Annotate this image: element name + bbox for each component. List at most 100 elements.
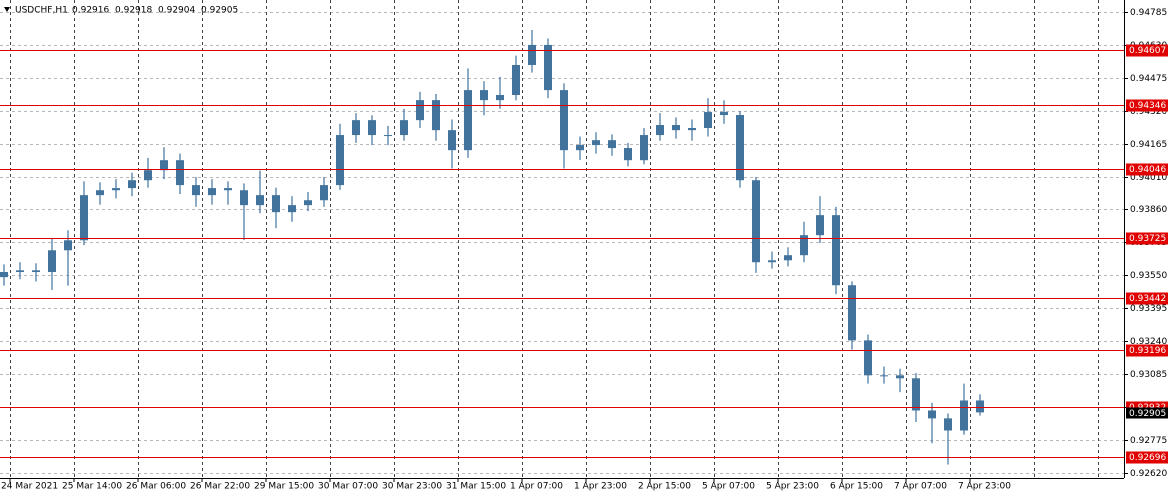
x-tick-label: 30 Mar 07:00 [318, 482, 378, 492]
y-tick-label: 0.94010 [1130, 173, 1167, 183]
candle-body [528, 44, 536, 65]
y-tick-label: 0.94320 [1130, 107, 1167, 117]
level-label-box [1126, 232, 1168, 245]
ohlc-value: 0.92916 [72, 6, 109, 16]
candle-body [480, 90, 488, 101]
y-tick-label: 0.93085 [1130, 370, 1167, 380]
candle-body [112, 188, 120, 191]
y-tick-label: 0.94785 [1130, 8, 1167, 18]
x-tick-label: 25 Mar 14:00 [62, 482, 122, 492]
candle-body [976, 400, 984, 413]
level-label: 0.93725 [1129, 234, 1166, 244]
menu-arrow[interactable] [4, 7, 10, 12]
candle-body [960, 400, 968, 431]
candle-body [720, 112, 728, 116]
candle-body [608, 140, 616, 149]
candle-body [80, 195, 88, 241]
candle-body [912, 378, 920, 411]
candle-body [320, 185, 328, 201]
candle-body [656, 125, 664, 136]
candle-body [672, 125, 680, 131]
x-tick-label: 2 Apr 15:00 [638, 482, 691, 492]
candle-body [896, 375, 904, 379]
candle-body [704, 112, 712, 129]
last-price-label: 0.92905 [1129, 409, 1166, 419]
candle-body [144, 170, 152, 181]
candle-body [464, 90, 472, 151]
level-label-box [1126, 451, 1168, 464]
candle-body [752, 180, 760, 263]
candle-body [944, 418, 952, 431]
level-label-box [1126, 163, 1168, 176]
candle-body [16, 270, 24, 273]
candle-body [176, 160, 184, 186]
candle-body [208, 188, 216, 196]
ohlc-value: 0.92905 [201, 6, 238, 16]
candle-body [784, 255, 792, 261]
candle-body [928, 410, 936, 419]
candle-body [64, 240, 72, 251]
candle-body [400, 120, 408, 136]
candle-body [272, 195, 280, 213]
candle-body [624, 148, 632, 161]
level-label-box [1126, 44, 1168, 57]
level-label: 0.94346 [1129, 101, 1166, 111]
candle-body [496, 95, 504, 101]
y-tick-label: 0.92775 [1130, 436, 1167, 446]
candle-body [736, 115, 744, 181]
level-label: 0.93196 [1129, 346, 1166, 356]
candle-body [816, 215, 824, 236]
level-label: 0.93442 [1129, 294, 1166, 304]
candle-body [384, 135, 392, 137]
candle-body [128, 180, 136, 189]
y-tick-label: 0.94475 [1130, 74, 1167, 84]
candle-body [560, 90, 568, 151]
x-tick-label: 1 Apr 23:00 [574, 482, 627, 492]
y-tick-label: 0.93860 [1130, 205, 1167, 215]
candle-body [416, 100, 424, 121]
candle-body [352, 120, 360, 136]
x-tick-label: 31 Mar 15:00 [446, 482, 506, 492]
candle-body [432, 100, 440, 131]
y-tick-label: 0.94165 [1130, 140, 1167, 150]
ohlc-value: 0.92904 [158, 6, 195, 16]
candle-body [768, 260, 776, 263]
y-tick-label: 0.93395 [1130, 304, 1167, 314]
level-label: 0.92696 [1129, 453, 1166, 463]
level-label-box [1126, 344, 1168, 357]
x-tick-label: 5 Apr 07:00 [702, 482, 755, 492]
x-tick-label: 29 Mar 15:00 [254, 482, 314, 492]
candle-body [544, 44, 552, 91]
header: USDCHF,H1 0.92916 0.92918 0.92904 0.92905 [15, 6, 238, 16]
candle-body [688, 128, 696, 131]
plot-layer [0, 30, 1124, 465]
candle-body [240, 190, 248, 206]
x-tick-label: 5 Apr 23:00 [766, 482, 819, 492]
candle-body [592, 140, 600, 146]
axis-layer: 0.947850.946300.944750.943200.941650.940… [1, 8, 1168, 492]
candle-body [224, 188, 232, 191]
y-tick-label: 0.93550 [1130, 271, 1167, 281]
candle-body [864, 340, 872, 376]
level-label: 0.94046 [1129, 165, 1166, 175]
x-tick-label: 1 Apr 07:00 [510, 482, 563, 492]
x-tick-label: 7 Apr 07:00 [894, 482, 947, 492]
last-price-box [1126, 407, 1168, 419]
x-tick-label: 6 Apr 15:00 [830, 482, 883, 492]
candle-body [448, 130, 456, 151]
level-label-box [1126, 99, 1168, 112]
candle-body [336, 135, 344, 186]
x-tick-label: 26 Mar 22:00 [190, 482, 250, 492]
candle-body [96, 190, 104, 196]
candle-body [512, 64, 520, 96]
candle-body [880, 375, 888, 377]
candle-body [848, 285, 856, 341]
candle-body [192, 185, 200, 196]
y-tick-label: 0.93240 [1130, 337, 1167, 347]
symbol: USDCHF,H1 [15, 6, 68, 16]
candle-body [48, 250, 56, 273]
level-label-box [1126, 292, 1168, 305]
candle-body [640, 135, 648, 161]
x-tick-label: 30 Mar 23:00 [382, 482, 442, 492]
